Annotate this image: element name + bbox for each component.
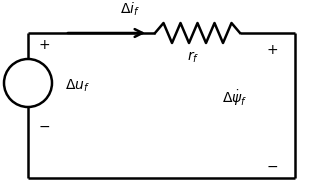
- Text: $r_f$: $r_f$: [187, 50, 199, 65]
- Text: $-$: $-$: [38, 119, 50, 133]
- Text: $\Delta \dot{\psi}_f$: $\Delta \dot{\psi}_f$: [222, 88, 248, 108]
- Text: $+$: $+$: [266, 43, 278, 57]
- Text: $\Delta i_f$: $\Delta i_f$: [120, 1, 140, 18]
- Text: $+$: $+$: [38, 38, 50, 52]
- Text: $-$: $-$: [266, 159, 278, 173]
- Text: $\Delta u_f$: $\Delta u_f$: [65, 78, 90, 94]
